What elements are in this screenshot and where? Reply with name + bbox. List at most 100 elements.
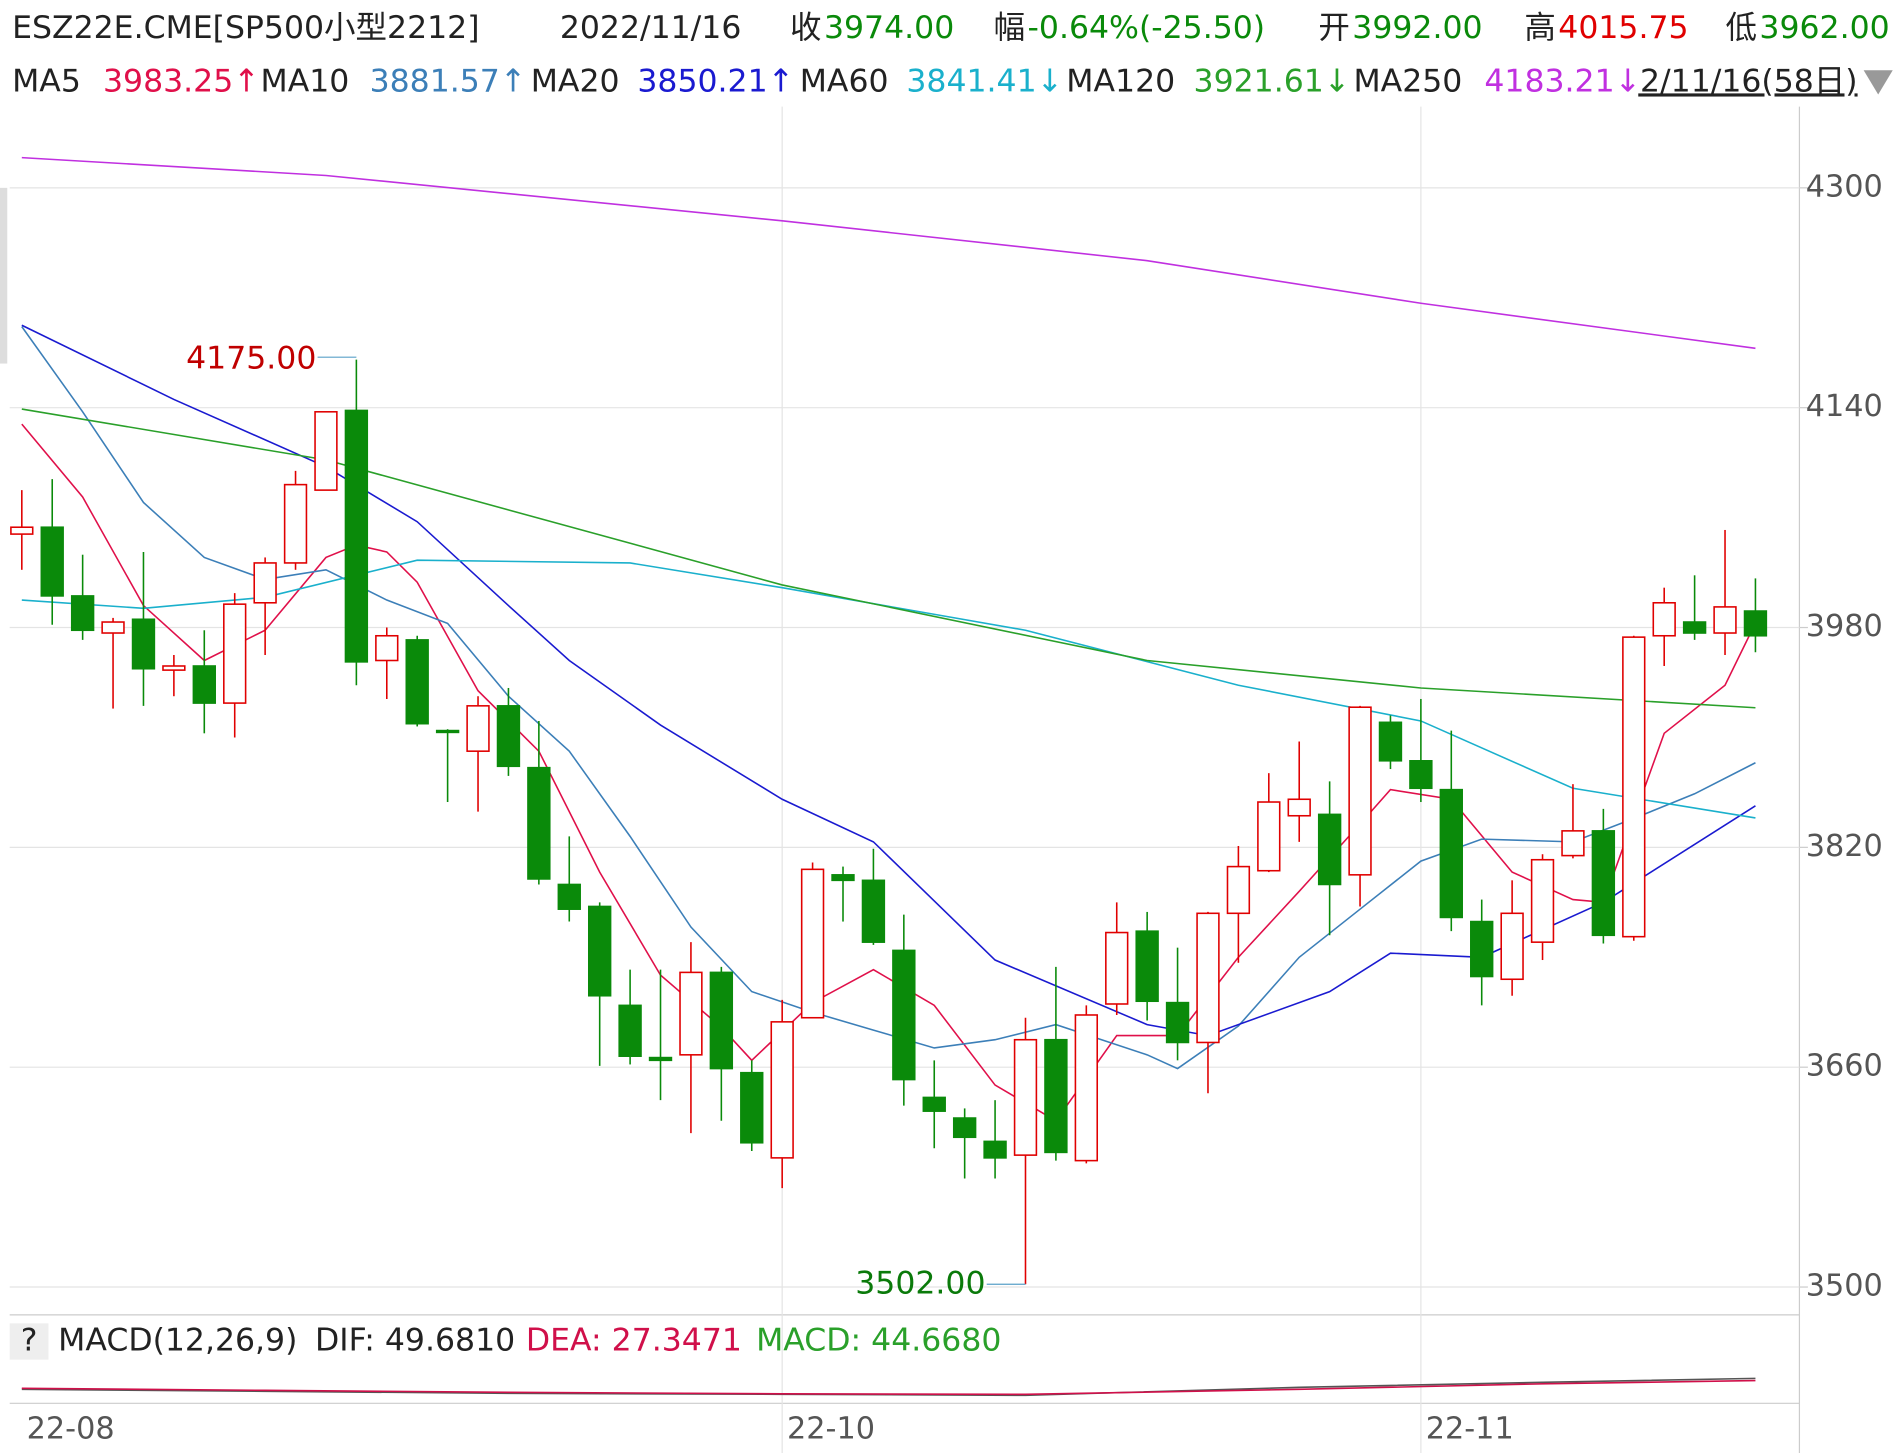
quote-change: -0.64%(-25.50) — [1028, 10, 1266, 46]
quote-low: 3962.00 — [1759, 10, 1889, 46]
candle-body — [1409, 760, 1433, 790]
candle-body — [1652, 602, 1676, 637]
scrollbar[interactable] — [0, 187, 8, 364]
candle-body — [1561, 830, 1585, 857]
candle-body — [283, 483, 308, 564]
candle-body — [527, 766, 551, 880]
legend-value: 3881.57↑ — [370, 63, 527, 99]
quote-close: 3974.00 — [824, 10, 954, 46]
period-group: 2022/11/16(58日) — [1638, 63, 1857, 99]
candle-body — [405, 639, 429, 725]
ma-line — [21, 324, 1756, 1037]
ma-line — [21, 423, 1757, 1122]
legend-entry: DIF: 49.6810 — [315, 1323, 515, 1359]
quote-close-label: 收 — [790, 10, 822, 46]
y-tick-label: 3820 — [1806, 829, 1883, 864]
candle-body — [983, 1140, 1007, 1159]
candle-body — [1378, 721, 1403, 762]
quote-open: 3992.00 — [1352, 10, 1482, 46]
macd-title: MACD(12,26,9) — [58, 1323, 297, 1359]
help: ? — [21, 1323, 38, 1359]
macd-value: MACD: 44.6680 — [756, 1323, 1001, 1359]
candle-body — [1105, 931, 1129, 1005]
quote-low-label: 低 — [1726, 10, 1758, 46]
ma-line — [21, 408, 1756, 709]
candle-body — [344, 409, 369, 663]
candle-body — [1013, 1038, 1038, 1156]
candle-body — [223, 603, 247, 704]
legend-name: MA5 — [12, 63, 81, 99]
ma-line — [21, 156, 1756, 350]
candle-body — [1287, 798, 1311, 817]
candle-body — [648, 1056, 673, 1062]
x-tick-label: 22-10 — [787, 1411, 875, 1446]
candle-body — [1500, 912, 1524, 981]
dropdown-arrow[interactable] — [1863, 70, 1893, 95]
candle-body — [466, 705, 490, 752]
candle-body — [861, 879, 886, 943]
candle-body — [40, 526, 64, 597]
legend-name: MA60 — [800, 63, 889, 99]
candle-body — [1591, 830, 1616, 937]
y-tick-label: 4140 — [1806, 389, 1883, 424]
low-annotation: 3502.00 — [855, 1265, 985, 1301]
candle-body — [1470, 920, 1494, 978]
quote-symbol: ESZ22E.CME[SP500小型2212] — [12, 10, 479, 46]
legend-name: MA120 — [1066, 63, 1175, 99]
candle-body — [70, 595, 95, 632]
legend-name: MA10 — [261, 63, 350, 99]
high-annotation: 4175.00 — [186, 341, 316, 377]
candle-body — [587, 905, 612, 997]
y-tick-label: 3660 — [1806, 1049, 1883, 1084]
candle-body — [770, 1021, 794, 1159]
candle-body — [800, 868, 825, 1019]
candle-body — [101, 621, 125, 634]
quote-date: 2022/11/16 — [560, 10, 742, 46]
y-tick-label: 3500 — [1806, 1269, 1883, 1304]
candle-body — [922, 1096, 946, 1112]
candle-body — [1196, 912, 1220, 1044]
x-tick-label: 22-08 — [27, 1411, 115, 1446]
candle-body — [1074, 1014, 1099, 1162]
legend-name: MA250 — [1354, 63, 1463, 99]
candle-body — [1257, 801, 1281, 872]
legend-value: 3921.61↓ — [1194, 63, 1351, 99]
quote-change-label: 幅 — [994, 10, 1026, 46]
candle-body — [557, 883, 581, 910]
candle-body — [1044, 1038, 1068, 1154]
candle-body — [10, 526, 34, 535]
candle-body — [1439, 788, 1463, 919]
candle-body — [1622, 636, 1646, 938]
candle-body — [1317, 813, 1342, 886]
macd-line — [21, 1379, 1756, 1396]
quote-high-label: 高 — [1524, 10, 1556, 46]
y-tick-label: 3980 — [1806, 609, 1883, 644]
candle-body — [435, 729, 460, 734]
candle-body — [1713, 606, 1737, 634]
candle-body — [253, 562, 277, 604]
candle-body — [314, 411, 338, 491]
legend-name: MA20 — [531, 63, 620, 99]
legend-value: 3841.41↓ — [906, 63, 1063, 99]
candle-body — [892, 949, 916, 1081]
legend-value: 3983.25↑ — [103, 63, 260, 99]
legend-entry: DEA: 27.3471 — [526, 1323, 742, 1359]
legend-value: 4183.21↓ — [1484, 63, 1641, 99]
candle-body — [709, 971, 734, 1070]
candle-body — [162, 665, 186, 671]
candle-body — [131, 618, 156, 670]
legend-value: 3850.21↑ — [637, 63, 794, 99]
y-tick-label: 4300 — [1806, 169, 1883, 204]
candle-body — [496, 705, 521, 768]
candle-body — [375, 634, 399, 662]
candle-body — [740, 1071, 764, 1144]
candle-body — [1530, 858, 1555, 943]
candle-body — [952, 1117, 977, 1139]
candle-body — [1348, 706, 1372, 876]
candle-body — [1226, 865, 1251, 915]
candle-body — [679, 971, 703, 1056]
help-box — [9, 1323, 49, 1360]
